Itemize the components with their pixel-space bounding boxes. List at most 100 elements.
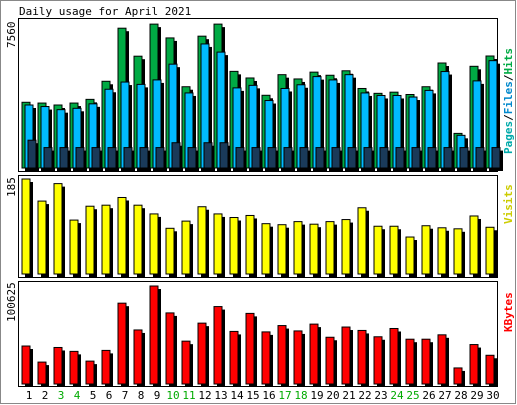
kbytes-legend-part-0: KBytes [502, 292, 515, 332]
pages-bar-day-10 [171, 142, 181, 169]
x-tick-label-day-8: 8 [138, 389, 145, 402]
visits-bar-day-1 [21, 178, 31, 275]
x-tick-label-day-25: 25 [406, 389, 419, 402]
visits-bar-day-21 [341, 219, 351, 275]
hits-files-pages-legend-part-4: Hits [502, 48, 515, 75]
visits-bar-day-27 [437, 227, 447, 275]
kbytes-bar-day-3 [53, 346, 63, 385]
kbytes-bar-day-28 [453, 367, 463, 385]
kbytes-bar-day-23 [373, 336, 383, 385]
pages-bar-day-14 [235, 147, 245, 169]
kbytes-bar-day-11 [181, 340, 191, 385]
pages-bar-day-15 [251, 147, 261, 169]
pages-bar-day-2 [43, 147, 53, 169]
visits-bar-day-9 [149, 213, 159, 275]
hits-files-pages-legend-part-2: Files [502, 81, 515, 114]
pages-bar-day-25 [411, 147, 421, 169]
visits-bar-day-3 [53, 183, 63, 275]
x-tick-label-day-20: 20 [326, 389, 339, 402]
pages-bar-day-8 [139, 147, 149, 169]
visits-bars [21, 178, 497, 277]
visits-bar-day-26 [421, 225, 431, 275]
kbytes-bar-day-9 [149, 285, 159, 385]
kbytes-bar-day-5 [85, 360, 95, 385]
kbytes-bar-day-22 [357, 329, 367, 385]
pages-bar-day-17 [283, 147, 293, 169]
x-tick-label-day-12: 12 [198, 389, 211, 402]
kbytes-bar-day-18 [293, 330, 303, 385]
x-tick-label-day-23: 23 [374, 389, 387, 402]
pages-bar-day-7 [123, 147, 133, 169]
kbytes-bar-day-13 [213, 306, 223, 385]
x-tick-label-day-19: 19 [310, 389, 323, 402]
visits-bar-day-22 [357, 207, 367, 275]
visits-bar-day-28 [453, 228, 463, 275]
kbytes-bar-day-7 [117, 302, 127, 385]
pages-bar-day-12 [203, 142, 213, 169]
visits-bar-day-13 [213, 213, 223, 275]
kbytes-ymax-label: 100625 [5, 282, 18, 322]
x-tick-label-day-5: 5 [90, 389, 97, 402]
kbytes-bar-day-15 [245, 312, 255, 385]
pages-bar-day-11 [187, 147, 197, 169]
x-tick-label-day-10: 10 [166, 389, 179, 402]
pages-bar-day-29 [475, 147, 485, 169]
kbytes-bar-day-25 [405, 338, 415, 385]
x-tick-label-day-24: 24 [390, 389, 404, 402]
visits-bar-day-11 [181, 220, 191, 275]
x-tick-label-day-1: 1 [26, 389, 33, 402]
pages-bar-day-5 [91, 147, 101, 169]
x-tick-label-day-9: 9 [154, 389, 161, 402]
pages-bar-day-9 [155, 147, 165, 169]
hits-files-pages-ymax-label: 7560 [5, 22, 18, 49]
visits-bar-day-18 [293, 221, 303, 275]
visits-bar-day-17 [277, 224, 287, 275]
kbytes-bar-day-20 [325, 336, 335, 385]
pages-bar-day-19 [315, 147, 325, 169]
kbytes-bar-day-6 [101, 349, 111, 385]
x-tick-label-day-7: 7 [122, 389, 129, 402]
x-tick-label-day-18: 18 [294, 389, 307, 402]
pages-bar-day-6 [107, 147, 117, 169]
pages-bar-day-28 [459, 147, 469, 169]
visits-bar-day-25 [405, 236, 415, 275]
kbytes-legend: KBytes [502, 292, 515, 332]
kbytes-bar-day-1 [21, 345, 31, 385]
visits-bar-day-10 [165, 227, 175, 275]
visits-ymax-label: 185 [5, 177, 18, 197]
visits-bar-day-23 [373, 225, 383, 275]
pages-bar-day-27 [443, 147, 453, 169]
pages-bar-day-23 [379, 147, 389, 169]
x-tick-label-day-13: 13 [214, 389, 227, 402]
visits-bar-day-6 [101, 204, 111, 275]
hits-files-pages-bars [21, 23, 503, 172]
kbytes-bar-day-16 [261, 331, 271, 385]
kbytes-bar-day-30 [485, 354, 495, 385]
visits-bar-day-19 [309, 223, 319, 275]
panel-kbytes [18, 281, 498, 387]
pages-bar-day-22 [363, 147, 373, 169]
x-tick-label-day-17: 17 [278, 389, 291, 402]
kbytes-bar-day-29 [469, 344, 479, 385]
pages-bar-day-3 [59, 147, 69, 169]
visits-legend-part-0: Visits [502, 184, 515, 224]
pages-bar-day-16 [267, 147, 277, 169]
kbytes-bar-day-21 [341, 326, 351, 385]
visits-bar-day-8 [133, 204, 143, 275]
kbytes-bar-day-8 [133, 329, 143, 385]
chart-title: Daily usage for April 2021 [19, 5, 191, 18]
visits-bar-day-16 [261, 223, 271, 275]
kbytes-bar-day-26 [421, 338, 431, 385]
pages-bar-day-1 [27, 139, 37, 169]
hits-files-pages-legend-part-3: / [502, 74, 515, 81]
visits-bar-day-20 [325, 221, 335, 275]
x-tick-label-day-29: 29 [470, 389, 483, 402]
visits-bar-day-7 [117, 196, 127, 275]
kbytes-bar-day-19 [309, 323, 319, 385]
kbytes-bar-day-4 [69, 350, 79, 385]
x-tick-label-day-6: 6 [106, 389, 113, 402]
x-tick-label-day-30: 30 [486, 389, 499, 402]
visits-legend: Visits [502, 184, 515, 224]
visits-bar-day-12 [197, 206, 207, 275]
